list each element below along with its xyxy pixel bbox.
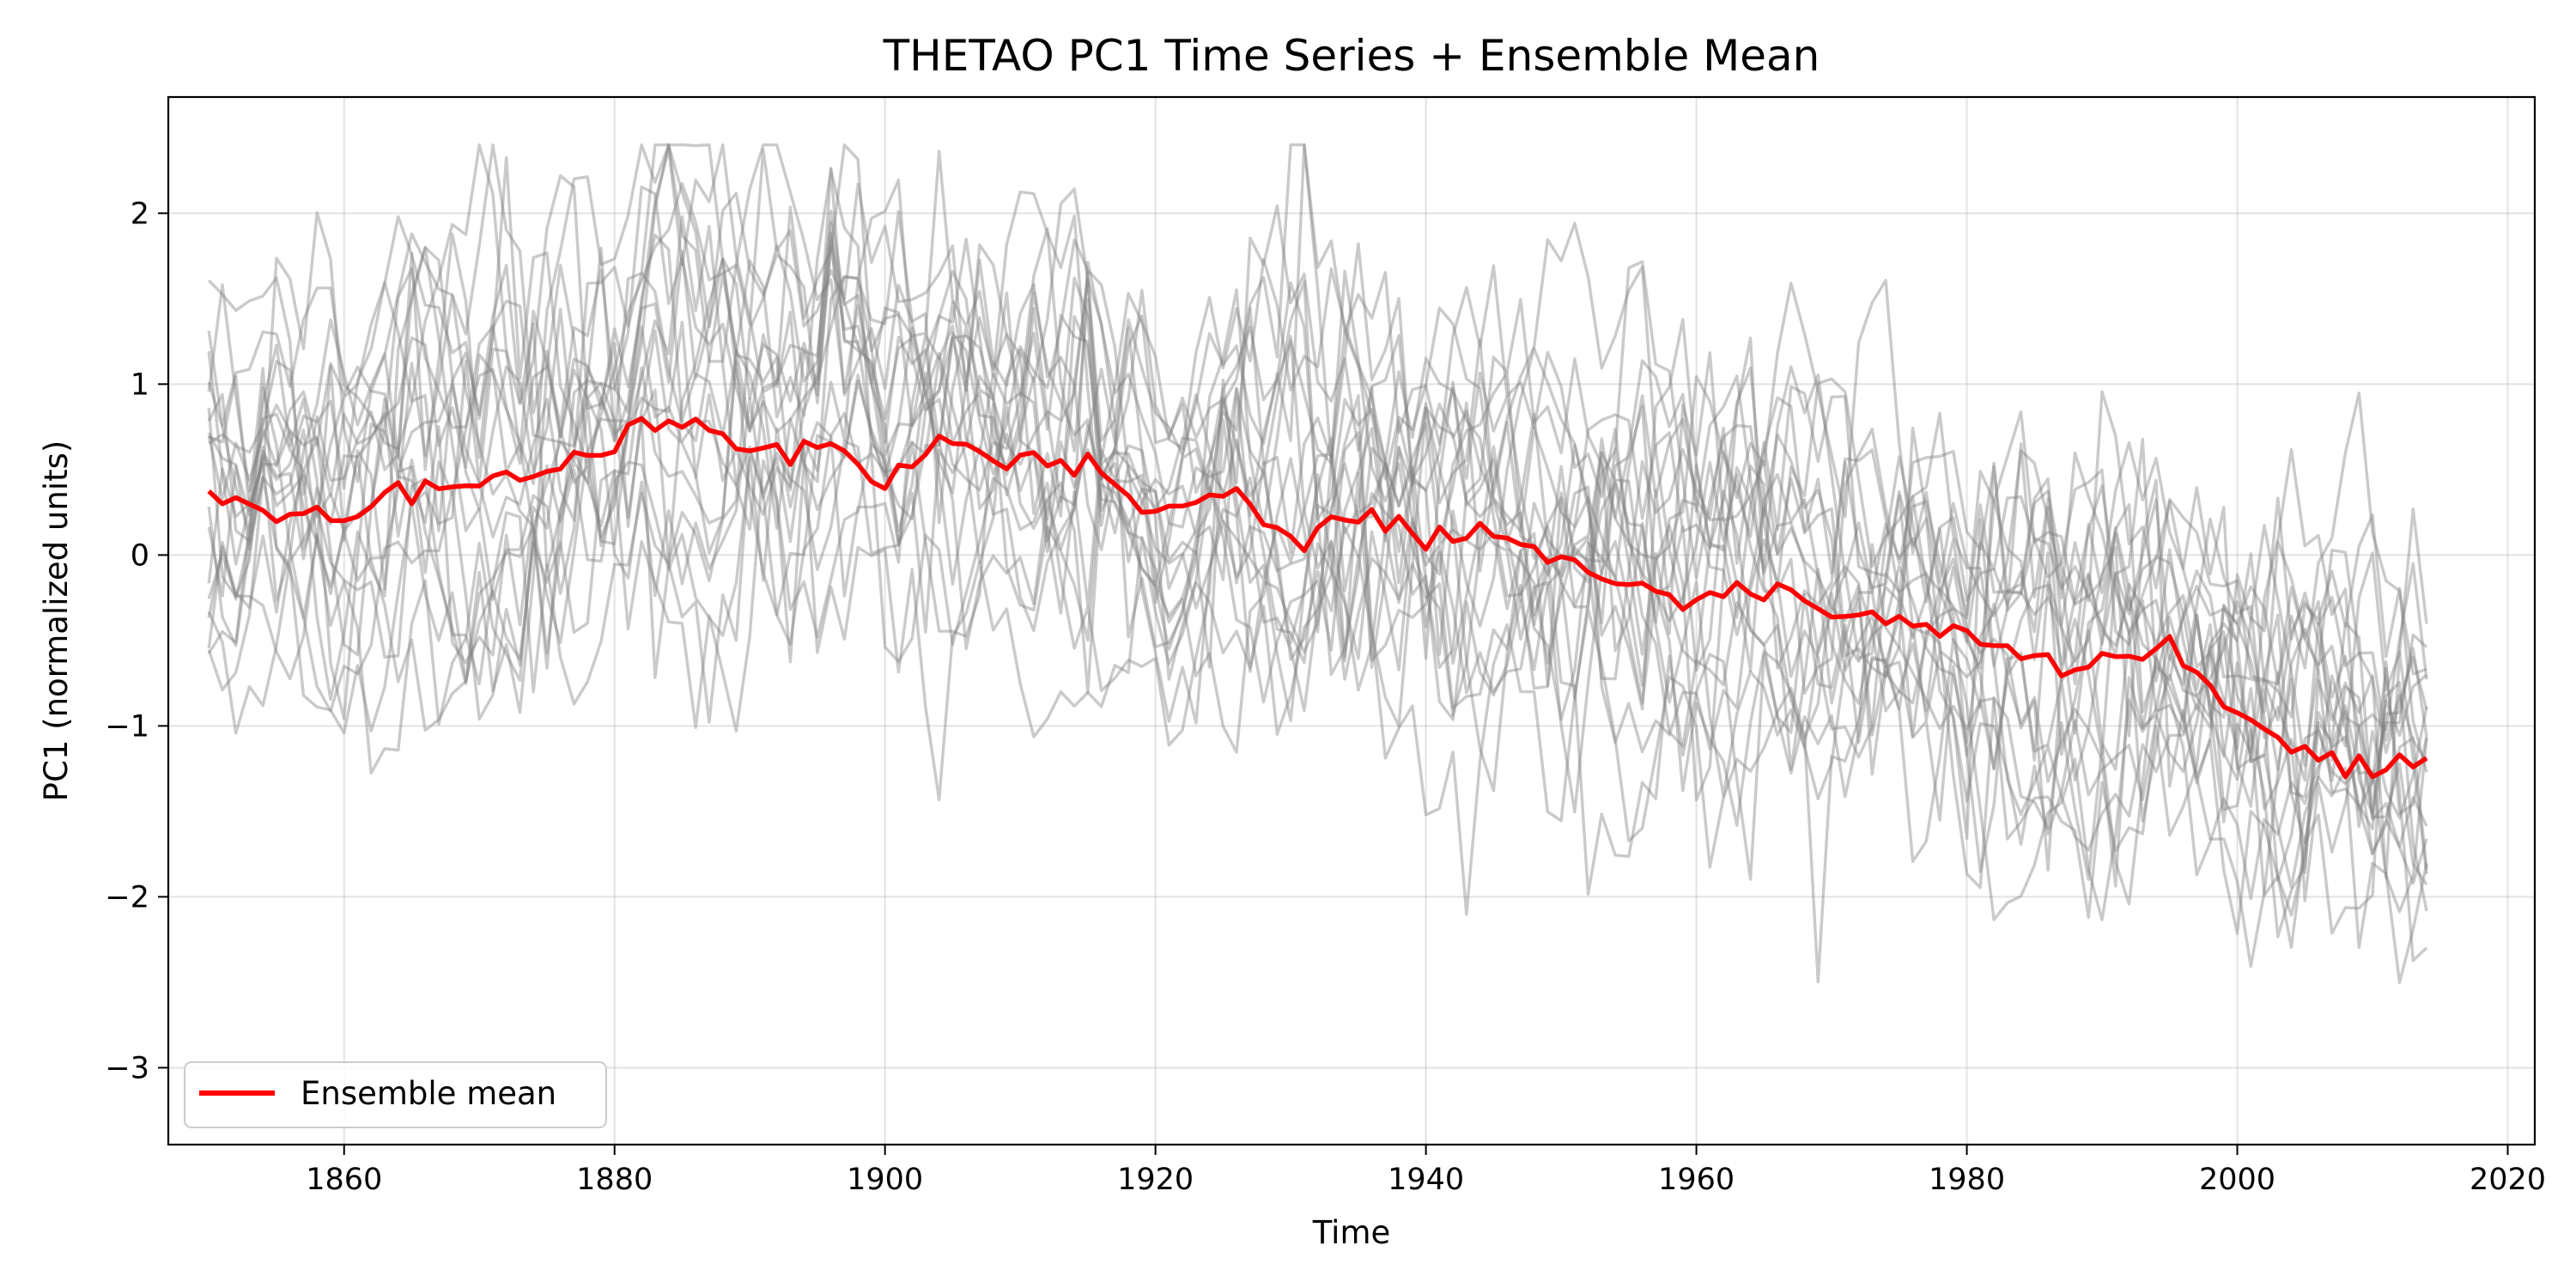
x-axis-label: Time bbox=[1312, 1214, 1391, 1251]
y-tick-label: 0 bbox=[131, 538, 149, 573]
y-axis-ticks: −3 −2 −1 0 1 2 bbox=[105, 197, 168, 1085]
ensemble-member-line bbox=[207, 143, 2428, 763]
legend-label-ensemble-mean: Ensemble mean bbox=[301, 1075, 556, 1112]
y-tick-label: −2 bbox=[105, 880, 149, 914]
axes-frame bbox=[167, 95, 2537, 1146]
ensemble-member-line bbox=[207, 143, 2428, 773]
legend: Ensemble mean bbox=[184, 1061, 607, 1128]
ensemble-member-line bbox=[207, 288, 2428, 914]
ensemble-member-lines bbox=[207, 143, 2428, 984]
x-tick-label: 2000 bbox=[2199, 1163, 2275, 1197]
ensemble-member-line bbox=[207, 143, 2428, 816]
grid-lines bbox=[168, 97, 2535, 1145]
x-tick-label: 1940 bbox=[1388, 1163, 1464, 1197]
chart-title: THETAO PC1 Time Series + Ensemble Mean bbox=[883, 31, 1820, 81]
ensemble-member-line bbox=[207, 210, 2428, 785]
ensemble-member-line bbox=[207, 258, 2428, 984]
ensemble-member-line bbox=[207, 143, 2428, 750]
y-tick-label: −3 bbox=[105, 1051, 149, 1085]
ensemble-member-line bbox=[207, 371, 2428, 969]
y-axis-label: PC1 (normalized units) bbox=[38, 440, 75, 802]
ensemble-member-line bbox=[207, 185, 2428, 886]
x-tick-label: 1900 bbox=[847, 1163, 923, 1197]
ensemble-member-line bbox=[207, 278, 2428, 949]
ensemble-member-line bbox=[207, 143, 2428, 902]
ensemble-member-line bbox=[207, 167, 2428, 939]
x-tick-label: 1920 bbox=[1117, 1163, 1194, 1197]
x-tick-label: 2020 bbox=[2470, 1163, 2546, 1197]
legend-box bbox=[184, 1061, 607, 1128]
y-tick-label: 2 bbox=[131, 197, 149, 231]
ensemble-member-line bbox=[208, 173, 2428, 935]
ensemble-member-line bbox=[208, 143, 2428, 879]
x-tick-label: 1860 bbox=[306, 1163, 382, 1197]
ensemble-member-line bbox=[207, 260, 2427, 713]
ensemble-member-line bbox=[207, 167, 2428, 768]
x-tick-label: 1960 bbox=[1658, 1163, 1735, 1197]
x-tick-label: 1980 bbox=[1929, 1163, 2005, 1197]
ensemble-member-line bbox=[207, 210, 2428, 823]
ensemble-member-line bbox=[207, 427, 2428, 984]
plot-area bbox=[207, 143, 2428, 984]
ensemble-mean-line bbox=[207, 416, 2428, 780]
ensemble-member-line bbox=[207, 379, 2428, 963]
ensemble-member-line bbox=[207, 270, 2428, 872]
x-axis-ticks: 1860 1880 1900 1920 1940 1960 1980 2000 2020 bbox=[306, 1145, 2546, 1197]
y-tick-label: −1 bbox=[105, 709, 149, 744]
ensemble-mean-layer bbox=[207, 416, 2428, 780]
x-tick-label: 1880 bbox=[576, 1163, 653, 1197]
y-tick-label: 1 bbox=[131, 368, 149, 402]
